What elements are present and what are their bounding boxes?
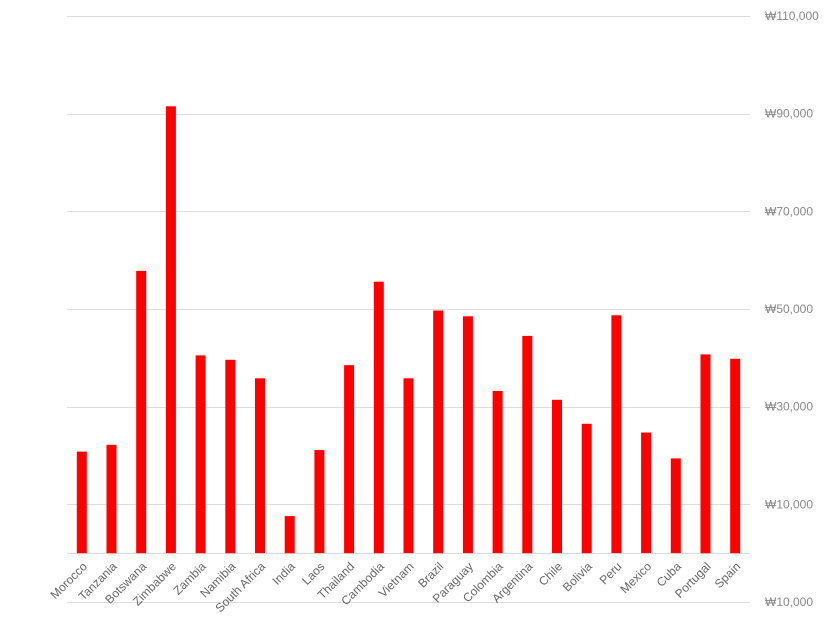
y-tick-label: ₩10,000 [765,595,813,609]
bar-india[interactable] [284,516,295,554]
bar-chile[interactable] [552,399,562,554]
bar-spain[interactable] [730,358,741,554]
y-axis-ticks: ₩110,000 ₩90,000 ₩70,000 ₩50,000 ₩30,000 ₩10,… [765,9,819,609]
bar-laos[interactable] [314,450,325,554]
bar-portugal[interactable] [700,354,711,554]
bar-argentina[interactable] [522,335,533,554]
bar-peru[interactable] [611,315,622,554]
x-category-label: Bolivia [560,559,595,594]
bar-cuba[interactable] [670,458,681,554]
bar-colombia[interactable] [492,391,503,554]
bar-zimbabwe[interactable] [165,106,176,554]
bar-south-africa[interactable] [255,378,265,554]
bar-thailand[interactable] [344,365,355,554]
x-category-label: Spain [712,559,744,591]
y-tick-label: ₩90,000 [765,107,813,121]
bars [76,106,741,554]
y-tick-label: ₩50,000 [765,302,813,316]
bar-zambia[interactable] [195,355,206,554]
y-tick-label: ₩10,000 [765,497,813,511]
bar-mexico[interactable] [641,432,652,554]
bar-tanzania[interactable] [106,444,117,554]
bar-brazil[interactable] [433,310,444,554]
bar-bolivia[interactable] [581,423,592,554]
x-axis-labels: MoroccoTanzaniaBotswanaZimbabweZambiaNam… [47,559,743,615]
bar-namibia[interactable] [225,359,236,554]
bar-cambodia[interactable] [373,281,384,554]
y-tick-label: ₩110,000 [765,9,819,23]
x-category-label: India [270,559,299,588]
y-tick-label: ₩30,000 [765,400,813,414]
bar-botswana[interactable] [136,270,147,554]
bar-morocco[interactable] [76,451,87,554]
x-category-label: Mexico [617,559,654,596]
y-tick-label: ₩70,000 [765,204,813,218]
bar-vietnam[interactable] [403,378,414,554]
bar-paraguay[interactable] [462,316,473,554]
